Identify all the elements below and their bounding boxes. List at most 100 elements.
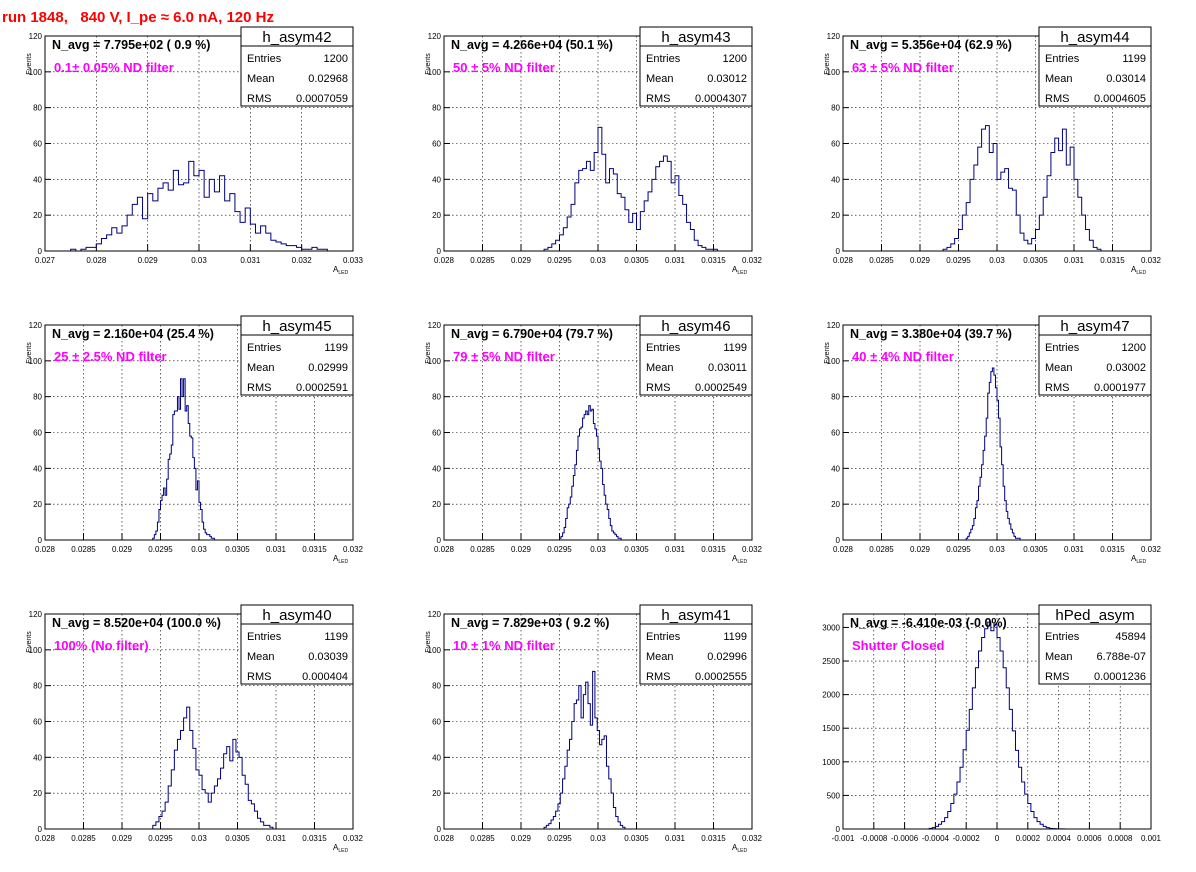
y-tick-label: 40 [432, 464, 441, 473]
x-tick-label: 0.03 [590, 834, 606, 843]
x-tick-label: 0.032 [742, 256, 763, 265]
x-tick-label: 0.028 [434, 834, 455, 843]
x-axis-label: ALED [1131, 554, 1146, 565]
filter-label: 50 ± 5% ND filter [453, 60, 555, 75]
y-tick-label: 20 [831, 211, 840, 220]
y-tick-label: 2500 [822, 657, 840, 666]
y-tick-label: 120 [29, 610, 43, 619]
stats-label: RMS [646, 671, 670, 683]
y-tick-label: 0 [38, 825, 43, 834]
x-tick-label: 0.029 [511, 256, 532, 265]
x-tick-label: 0.031 [266, 545, 287, 554]
y-tick-label: 60 [831, 140, 840, 149]
navg-label: N_avg = 7.829e+03 ( 9.2 %) [451, 616, 609, 630]
stats-label: RMS [247, 382, 271, 394]
x-tick-label: 0.0305 [624, 545, 649, 554]
x-tick-label: 0.028 [434, 256, 455, 265]
x-tick-label: 0.0295 [547, 545, 572, 554]
x-tick-label: -0.0002 [953, 834, 981, 843]
y-tick-label: 120 [29, 32, 43, 41]
stats-box [1038, 315, 1152, 396]
y-tick-label: 40 [33, 175, 42, 184]
stats-box [1038, 604, 1152, 685]
x-tick-label: 0.0315 [302, 545, 327, 554]
y-tick-label: 100 [827, 68, 841, 77]
x-tick-label: 0.03 [989, 256, 1005, 265]
x-tick-label: 0.0305 [1023, 256, 1048, 265]
x-tick-label: 0.03 [989, 545, 1005, 554]
y-axis-label: Events [26, 342, 33, 364]
x-tick-label: 0.029 [910, 545, 931, 554]
y-tick-label: 40 [33, 753, 42, 762]
y-tick-label: 20 [432, 789, 441, 798]
filter-label: 0.1± 0.05% ND filter [54, 60, 174, 75]
x-tick-label: 0.03 [590, 545, 606, 554]
plot-frame [443, 613, 753, 830]
plot-frame [44, 324, 354, 541]
y-axis-label: Events [26, 631, 33, 653]
y-tick-label: 20 [831, 500, 840, 509]
y-tick-label: 0 [38, 247, 43, 256]
stats-value: 0.03014 [1106, 73, 1146, 85]
stats-label: Entries [247, 342, 282, 354]
stats-label: RMS [1045, 671, 1069, 683]
x-axis-label-subscript: LED [737, 559, 747, 565]
stats-value: 1200 [1122, 342, 1146, 354]
x-axis-label: ALED [732, 843, 747, 854]
y-tick-label: 100 [29, 646, 43, 655]
stats-label: RMS [646, 93, 670, 105]
histogram-name: h_asym41 [661, 607, 730, 624]
stats-box [639, 604, 753, 685]
stats-label: Mean [1045, 651, 1073, 663]
filter-label: 10 ± 1% ND filter [453, 638, 555, 653]
y-axis-label: Events [26, 53, 33, 75]
stats-box [1038, 26, 1152, 107]
x-axis-label-subscript: LED [737, 848, 747, 854]
x-tick-label: 0.032 [742, 545, 763, 554]
x-tick-label: -0.0008 [860, 834, 888, 843]
x-tick-label: 0.0008 [1108, 834, 1133, 843]
panel-h_asym41: 0 20 40 60 80 100 120 0.028 0.0285 0.029 0.0295 0.0… [425, 604, 763, 854]
plot-frame [842, 613, 1152, 830]
x-axis-label-subscript: LED [1136, 559, 1146, 565]
histogram-name: h_asym42 [262, 29, 331, 46]
y-tick-label: 60 [831, 429, 840, 438]
filter-label: 100% (No filter) [54, 638, 149, 653]
stats-label: RMS [1045, 382, 1069, 394]
y-tick-label: 40 [831, 175, 840, 184]
x-axis-label-subscript: LED [338, 559, 348, 565]
y-tick-label: 120 [428, 321, 442, 330]
x-axis-label-subscript: LED [1136, 270, 1146, 276]
y-tick-label: 40 [33, 464, 42, 473]
x-axis-label-subscript: LED [338, 270, 348, 276]
stats-value: 0.0002549 [695, 382, 747, 394]
stats-value: 0.0004605 [1094, 93, 1146, 105]
plot-frame [44, 35, 354, 252]
stats-label: Mean [1045, 73, 1073, 85]
navg-label: N_avg = 4.266e+04 (50.1 %) [451, 38, 613, 52]
histogram-bars [559, 405, 622, 540]
x-tick-label: 0.0295 [547, 834, 572, 843]
y-tick-label: 80 [432, 104, 441, 113]
stats-value: 1199 [1122, 53, 1146, 65]
y-tick-label: 60 [432, 718, 441, 727]
stats-box [639, 315, 753, 396]
stats-label: Mean [247, 362, 275, 374]
x-axis-label: ALED [732, 265, 747, 276]
x-tick-label: 0.0315 [701, 256, 726, 265]
y-axis-label: Events [824, 342, 831, 364]
stats-label: RMS [1045, 93, 1069, 105]
x-tick-label: 0.028 [833, 545, 854, 554]
x-axis-label-subscript: LED [338, 848, 348, 854]
y-tick-label: 120 [29, 321, 43, 330]
stats-value: 0.02996 [707, 651, 747, 663]
stats-value: 45894 [1115, 631, 1146, 643]
stats-value: 0.0004307 [695, 93, 747, 105]
stats-label: RMS [646, 382, 670, 394]
histogram-name: h_asym43 [661, 29, 730, 46]
x-tick-label: 0.03 [191, 834, 207, 843]
panel-h_asym45: 0 20 40 60 80 100 120 0.028 0.0285 0.029 0.0295 0.0… [26, 315, 364, 565]
y-tick-label: 20 [33, 211, 42, 220]
filter-label: 79 ± 5% ND filter [453, 349, 555, 364]
